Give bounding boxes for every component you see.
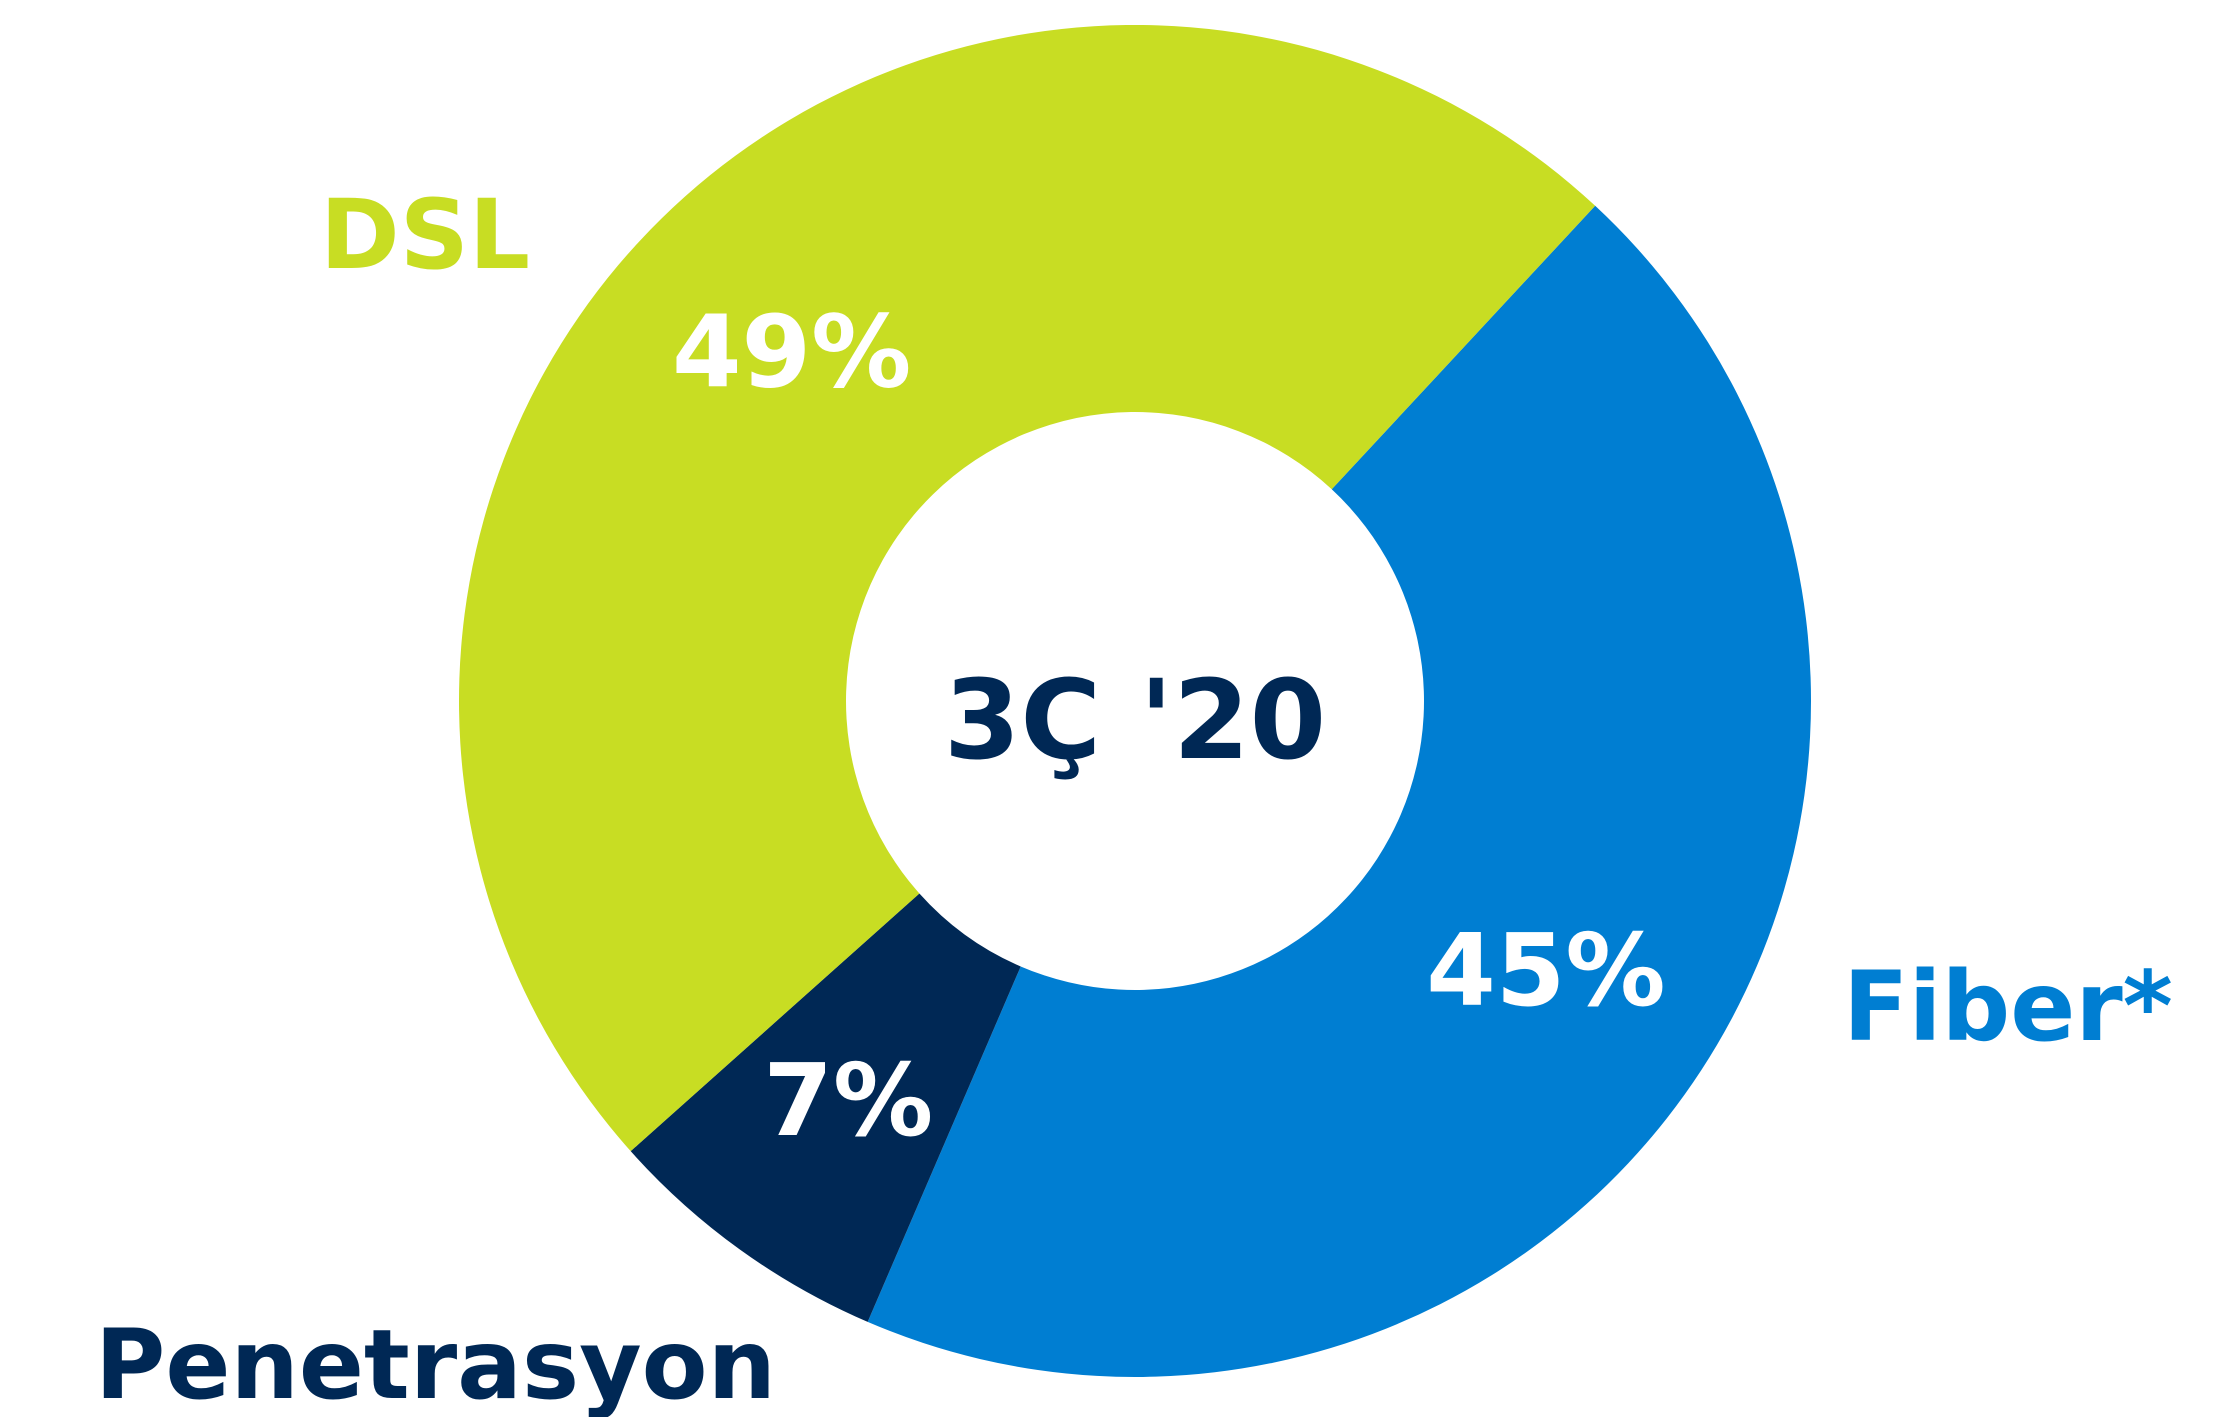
slice-value-label: 45% [1426, 912, 1665, 1029]
category-label: Fiber* [1843, 951, 2173, 1063]
category-label: Penetrasyon [95, 1309, 776, 1417]
slice-value-label: 7% [763, 1042, 933, 1159]
slice-penetrasyon [630, 893, 1021, 1322]
slice-value-label: 49% [672, 294, 911, 411]
slices-layer [459, 25, 1811, 1377]
labels-layer: 45% Fiber* 7% Penetrasyon 49% DSL [95, 179, 2173, 1417]
slice-fiber [867, 205, 1811, 1377]
center-label: 3Ç '20 [944, 656, 1326, 784]
category-label: DSL [320, 179, 530, 291]
slice-dsl [459, 25, 1596, 1152]
